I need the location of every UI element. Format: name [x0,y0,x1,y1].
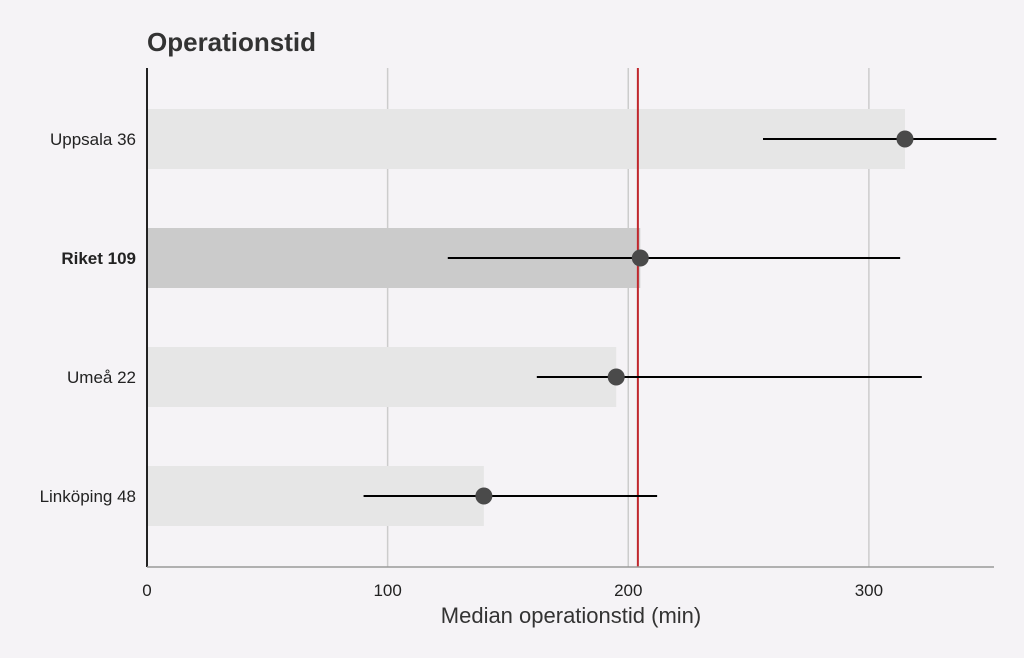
point-3 [475,487,493,505]
category-label-3: Linköping 48 [40,487,136,506]
x-tick-label-300: 300 [855,581,883,600]
x-tick-label-0: 0 [142,581,151,600]
x-tick-label-100: 100 [373,581,401,600]
x-tick-label-200: 200 [614,581,642,600]
chart-title: Operationstid [147,27,316,57]
category-label-0: Uppsala 36 [50,130,136,149]
x-axis-title: Median operationstid (min) [441,603,701,628]
point-2 [607,368,625,386]
category-label-2: Umeå 22 [67,368,136,387]
point-0 [896,130,914,148]
category-label-1: Riket 109 [61,249,136,268]
point-1 [631,249,649,267]
